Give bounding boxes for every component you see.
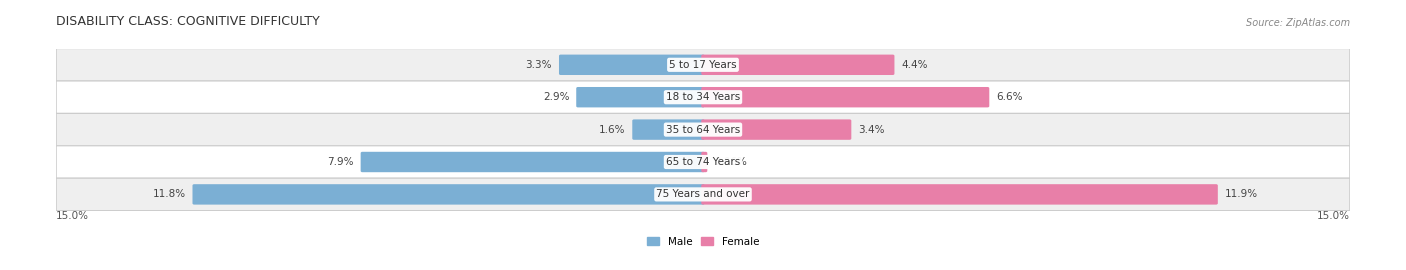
Text: 15.0%: 15.0% (56, 211, 89, 221)
FancyBboxPatch shape (56, 178, 1350, 211)
Text: Source: ZipAtlas.com: Source: ZipAtlas.com (1246, 18, 1350, 28)
FancyBboxPatch shape (560, 55, 704, 75)
Text: 18 to 34 Years: 18 to 34 Years (666, 92, 740, 102)
Text: 15.0%: 15.0% (1317, 211, 1350, 221)
FancyBboxPatch shape (576, 87, 704, 107)
FancyBboxPatch shape (56, 146, 1350, 178)
Text: 4.4%: 4.4% (901, 60, 928, 70)
Text: 3.3%: 3.3% (526, 60, 553, 70)
FancyBboxPatch shape (702, 87, 990, 107)
Text: 0.06%: 0.06% (714, 157, 747, 167)
Text: 65 to 74 Years: 65 to 74 Years (666, 157, 740, 167)
FancyBboxPatch shape (361, 152, 704, 172)
FancyBboxPatch shape (702, 152, 707, 172)
Legend: Male, Female: Male, Female (643, 232, 763, 251)
FancyBboxPatch shape (193, 184, 704, 205)
FancyBboxPatch shape (702, 184, 1218, 205)
Text: 11.8%: 11.8% (152, 189, 186, 200)
Text: 3.4%: 3.4% (858, 124, 884, 135)
Text: 1.6%: 1.6% (599, 124, 626, 135)
FancyBboxPatch shape (702, 55, 894, 75)
Text: 35 to 64 Years: 35 to 64 Years (666, 124, 740, 135)
Text: 7.9%: 7.9% (328, 157, 354, 167)
Text: 5 to 17 Years: 5 to 17 Years (669, 60, 737, 70)
FancyBboxPatch shape (56, 113, 1350, 146)
Text: 6.6%: 6.6% (997, 92, 1022, 102)
Text: DISABILITY CLASS: COGNITIVE DIFFICULTY: DISABILITY CLASS: COGNITIVE DIFFICULTY (56, 15, 321, 28)
FancyBboxPatch shape (56, 81, 1350, 113)
FancyBboxPatch shape (633, 119, 704, 140)
FancyBboxPatch shape (56, 49, 1350, 81)
FancyBboxPatch shape (702, 119, 851, 140)
Text: 11.9%: 11.9% (1225, 189, 1258, 200)
Text: 75 Years and over: 75 Years and over (657, 189, 749, 200)
Text: 2.9%: 2.9% (543, 92, 569, 102)
